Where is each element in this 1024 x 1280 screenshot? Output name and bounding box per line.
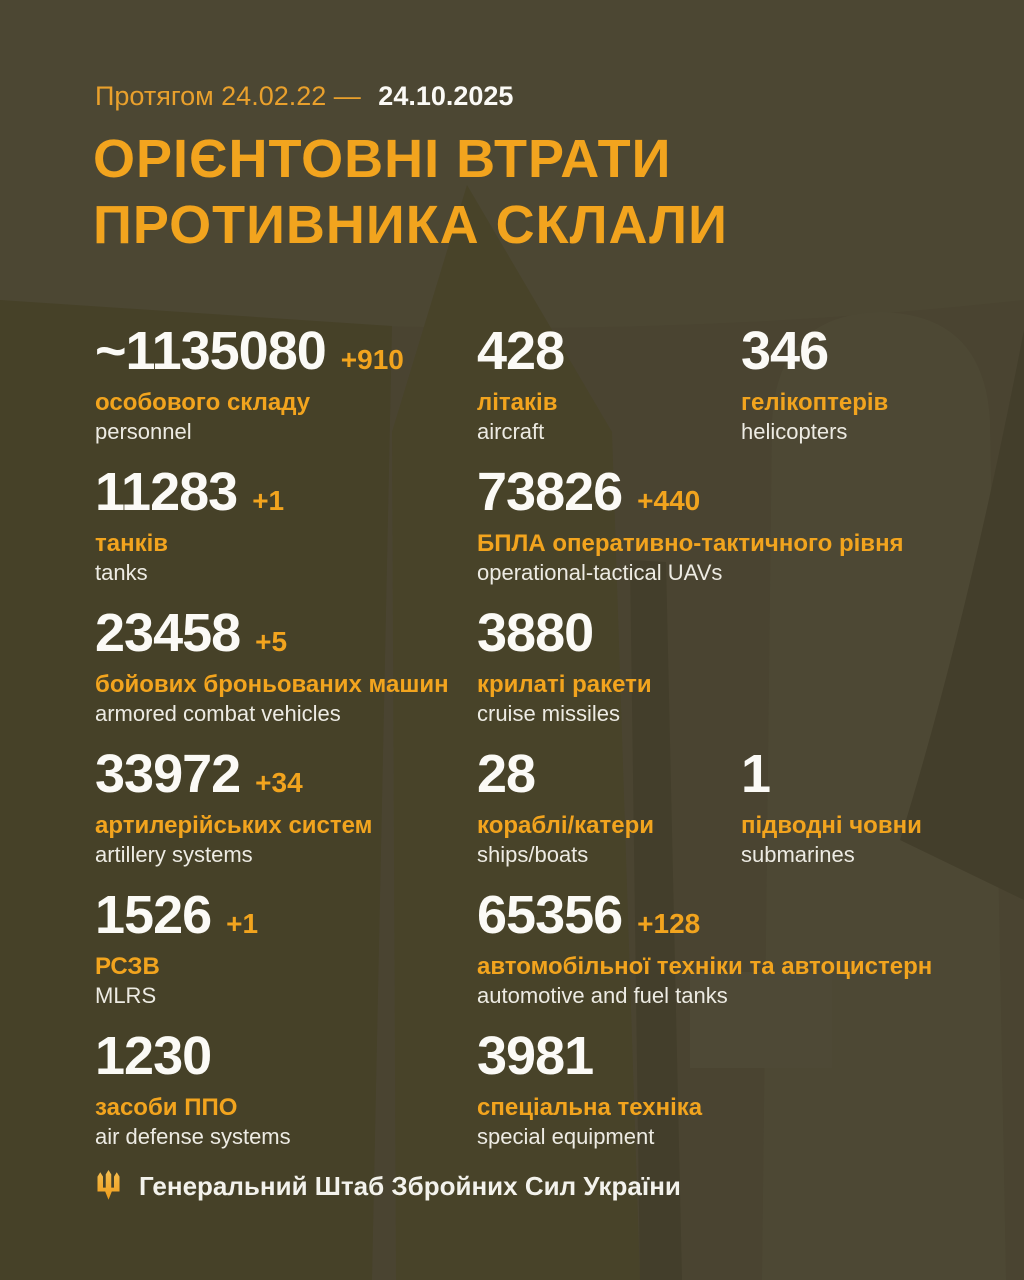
stat-label-en: tanks: [95, 560, 148, 585]
stat-label-ua: літаків: [477, 389, 558, 416]
stat-label-en: armored combat vehicles: [95, 701, 341, 726]
stat-ships: 28 кораблі/катери ships/boats: [477, 745, 654, 868]
stat-personnel: ~1135080 +910 особового складу personnel: [95, 322, 404, 445]
stat-label-ua: гелікоптерів: [741, 389, 889, 416]
stat-label-ua: спеціальна техніка: [477, 1094, 703, 1121]
stat-value: 1: [741, 744, 771, 804]
stat-delta: +1: [226, 908, 259, 939]
stat-delta: +34: [255, 767, 303, 798]
footer: Генеральний Штаб Збройних Сил України: [95, 1170, 681, 1203]
stat-label-ua: засоби ППО: [95, 1094, 238, 1121]
stat-submarines: 1 підводні човни submarines: [741, 745, 922, 868]
stat-value: ~1135080: [95, 321, 327, 381]
stat-value: 23458: [95, 603, 241, 663]
stat-label-ua: особового складу: [95, 389, 311, 416]
stat-label-ua: РСЗВ: [95, 953, 160, 980]
stat-label-en: personnel: [95, 419, 192, 444]
report-period: Протягом 24.02.22 — 24.10.2025: [95, 80, 513, 112]
stat-delta: +440: [637, 485, 701, 516]
stat-tanks: 11283 +1 танків tanks: [95, 463, 284, 586]
stat-label-en: air defense systems: [95, 1124, 291, 1149]
title-line-2: ПРОТИВНИКА СКЛАЛИ: [93, 195, 728, 255]
stat-label-en: cruise missiles: [477, 701, 621, 726]
stat-label-en: automotive and fuel tanks: [477, 983, 728, 1008]
period-end-date: 24.10.2025: [378, 81, 514, 111]
stat-delta: +1: [252, 485, 285, 516]
stat-vehicles-fuel-tanks: 65356 +128 автомобільної техніки та авто…: [477, 886, 932, 1009]
stat-label-ua: автомобільної техніки та автоцистерн: [477, 953, 933, 980]
stat-label-en: aircraft: [477, 419, 545, 444]
stat-label-ua: крилаті ракети: [477, 671, 652, 698]
stat-aircraft: 428 літаків aircraft: [477, 322, 579, 445]
stat-label-ua: підводні човни: [741, 812, 922, 839]
stat-label-ua: артилерійських систем: [95, 812, 373, 839]
stat-label-en: ships/boats: [477, 842, 589, 867]
stat-value: 73826: [477, 462, 623, 522]
stat-value: 65356: [477, 885, 623, 945]
stat-label-en: special equipment: [477, 1124, 655, 1149]
stat-value: 3880: [477, 603, 594, 663]
stat-delta: +910: [340, 344, 404, 375]
stat-label-en: helicopters: [741, 419, 848, 444]
stat-value: 28: [477, 744, 536, 804]
stat-artillery: 33972 +34 артилерійських систем artiller…: [95, 745, 372, 868]
stat-helicopters: 346 гелікоптерів helicopters: [741, 322, 888, 445]
stat-value: 11283: [95, 462, 238, 522]
stat-mlrs: 1526 +1 РСЗВ MLRS: [95, 886, 258, 1009]
stat-special-equipment: 3981 спеціальна техніка special equipmen…: [477, 1027, 702, 1150]
stat-cruise-missiles: 3880 крилаті ракети cruise missiles: [477, 604, 652, 727]
stat-value: 346: [741, 321, 829, 381]
stat-label-en: MLRS: [95, 983, 157, 1008]
stat-armored-vehicles: 23458 +5 бойових броньованих машин armor…: [95, 604, 449, 727]
stat-label-en: artillery systems: [95, 842, 253, 867]
stat-value: 428: [477, 321, 565, 381]
stat-value: 1230: [95, 1026, 212, 1086]
stat-uavs: 73826 +440 БПЛА оперативно-тактичного рі…: [477, 463, 904, 586]
stat-label-ua: кораблі/катери: [477, 812, 655, 839]
page-title: ОРІЄНТОВНІ ВТРАТИ ПРОТИВНИКА СКЛАЛИ: [93, 126, 728, 258]
trident-icon: [97, 1170, 120, 1200]
stat-label-en: submarines: [741, 842, 855, 867]
stat-delta: +128: [637, 908, 701, 939]
stat-label-ua: танків: [95, 530, 169, 557]
footer-organization: Генеральний Штаб Збройних Сил України: [139, 1171, 681, 1201]
title-line-1: ОРІЄНТОВНІ ВТРАТИ: [93, 129, 672, 189]
stat-delta: +5: [255, 626, 288, 657]
stat-value: 1526: [95, 885, 212, 945]
stat-label-en: operational-tactical UAVs: [477, 560, 723, 585]
period-range-label: Протягом 24.02.22 —: [95, 81, 361, 111]
stat-label-ua: бойових броньованих машин: [95, 671, 449, 698]
stat-value: 3981: [477, 1026, 594, 1086]
stat-label-ua: БПЛА оперативно-тактичного рівня: [477, 530, 904, 557]
stat-value: 33972: [95, 744, 241, 804]
stat-air-defense: 1230 засоби ППО air defense systems: [95, 1027, 291, 1150]
